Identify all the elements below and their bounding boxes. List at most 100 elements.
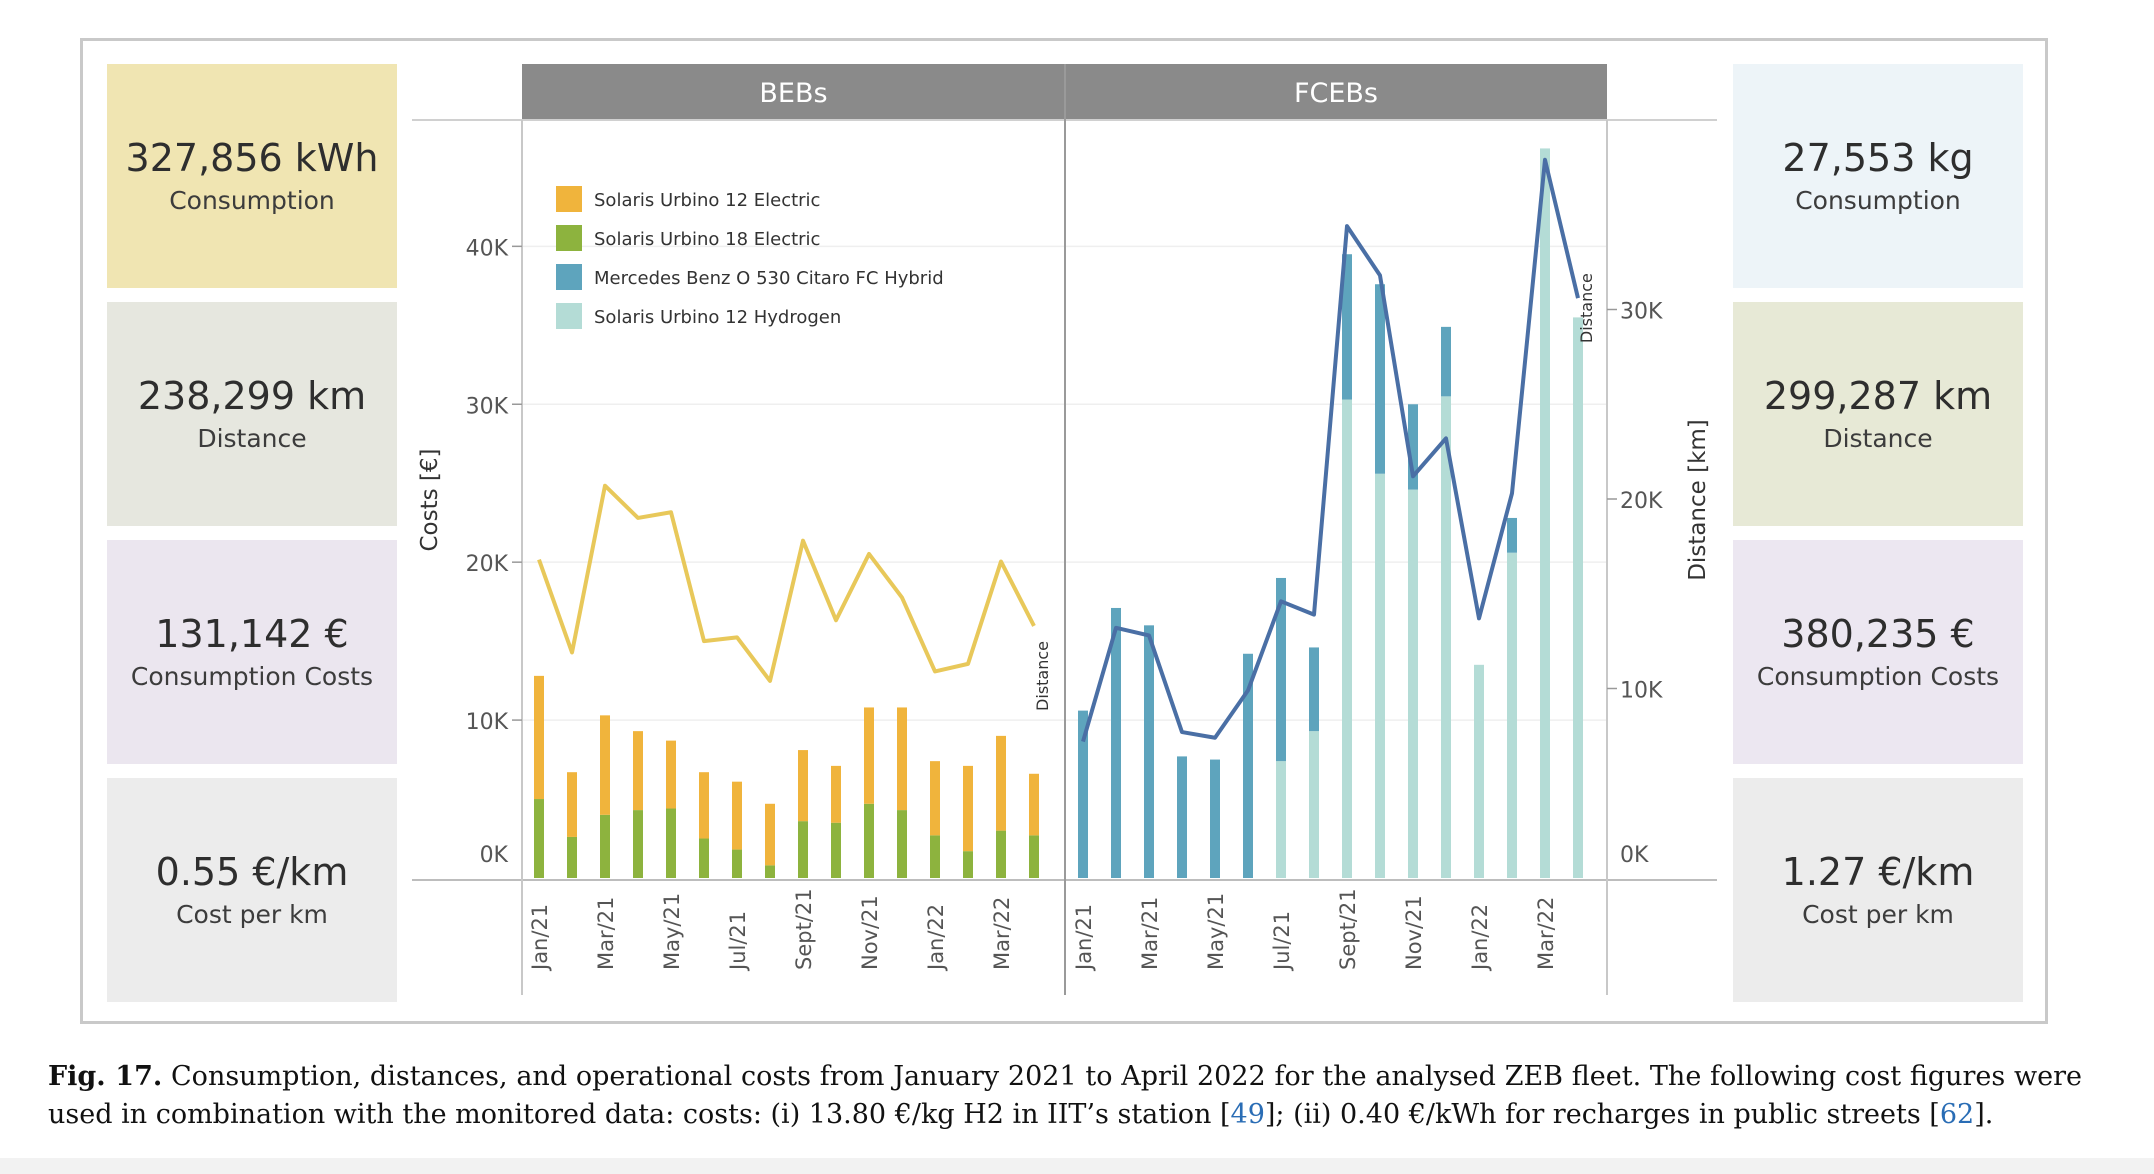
panel-header-bebs (522, 64, 1065, 119)
legend-label: Solaris Urbino 12 Electric (594, 190, 820, 211)
bar-solaris-urbino-18-electric (1029, 835, 1039, 878)
bar-solaris-urbino-12-electric (963, 765, 973, 852)
bar-solaris-urbino-12-electric (699, 772, 709, 839)
bar-solaris-urbino-18-electric (864, 803, 874, 878)
bar-solaris-urbino-12-hydrogen (1573, 317, 1583, 878)
left-kpi-card-cost-per-km: 0.55 €/km Cost per km (107, 778, 397, 1002)
bar-solaris-urbino-18-electric (666, 808, 676, 878)
bar-solaris-urbino-18-electric (633, 810, 643, 878)
kpi-label: Distance (197, 424, 307, 454)
left-kpi-card-consumption: 327,856 kWh Consumption (107, 64, 397, 288)
chart-svg: BEBs FCEBs 0K 10K 20K 30K 40K Costs [€] 0K 10K 20K… (412, 64, 1717, 995)
y-tick-label: 30K (466, 394, 509, 419)
bar-mercedes-benz-o-530-citaro-fc-hybrid (1078, 710, 1088, 878)
x-tick-label: Nov/21 (858, 895, 882, 970)
distance-line-fcebs (1081, 157, 1580, 743)
bar-solaris-urbino-12-electric (831, 765, 841, 823)
bar-mercedes-benz-o-530-citaro-fc-hybrid (1507, 517, 1517, 553)
caption-ref-62[interactable]: 62 (1939, 1099, 1975, 1130)
kpi-label: Distance (1823, 424, 1933, 454)
bar-solaris-urbino-12-electric (633, 731, 643, 811)
x-tick-label: Mar/22 (990, 897, 1014, 970)
kpi-value: 380,235 € (1781, 611, 1975, 656)
page-bottom-bar (0, 1158, 2154, 1174)
bar-solaris-urbino-12-electric (864, 707, 874, 804)
bar-solaris-urbino-18-electric (996, 830, 1006, 878)
legend-swatch (556, 186, 582, 212)
left-kpi-card-consumption-costs: 131,142 € Consumption Costs (107, 540, 397, 764)
x-tick-label: Nov/21 (1402, 895, 1426, 970)
bar-solaris-urbino-18-electric (963, 851, 973, 878)
right-kpi-card-consumption: 27,553 kg Consumption (1733, 64, 2023, 288)
caption-ref-49[interactable]: 49 (1230, 1099, 1265, 1130)
bar-solaris-urbino-12-hydrogen (1441, 396, 1451, 878)
y2-axis-label: Distance [km] (1685, 419, 1711, 581)
distance-line-bebs (537, 483, 1036, 683)
y-tick-label: 10K (466, 710, 509, 735)
bar-solaris-urbino-18-electric (600, 814, 610, 878)
caption-text-1: Consumption, distances, and operational … (48, 1061, 2083, 1130)
kpi-value: 1.27 €/km (1781, 849, 1975, 894)
bar-mercedes-benz-o-530-citaro-fc-hybrid (1441, 326, 1451, 397)
legend-label: Mercedes Benz O 530 Citaro FC Hybrid (594, 268, 944, 289)
legend-label: Solaris Urbino 18 Electric (594, 229, 820, 250)
bar-solaris-urbino-18-electric (699, 838, 709, 878)
bar-solaris-urbino-18-electric (567, 836, 577, 878)
kpi-value: 0.55 €/km (155, 849, 349, 894)
legend-swatch (556, 264, 582, 290)
bar-solaris-urbino-18-electric (831, 822, 841, 878)
legend-swatch (556, 303, 582, 329)
bar-solaris-urbino-18-electric (798, 821, 808, 878)
bar-solaris-urbino-12-hydrogen (1540, 148, 1550, 879)
y-axis-label: Costs [€] (417, 448, 443, 551)
kpi-label: Consumption (1795, 186, 1961, 216)
x-tick-label: Mar/21 (1138, 897, 1162, 970)
legend-label: Solaris Urbino 12 Hydrogen (594, 307, 841, 328)
x-tick-label: Sept/21 (1336, 888, 1360, 970)
caption-text-3: ]. (1974, 1099, 1994, 1130)
bar-solaris-urbino-12-hydrogen (1342, 399, 1352, 878)
bar-solaris-urbino-12-electric (567, 772, 577, 837)
kpi-label: Consumption Costs (130, 662, 374, 692)
x-tick-label: Jul/21 (1270, 911, 1294, 972)
kpi-value: 299,287 km (1763, 373, 1993, 418)
bar-solaris-urbino-18-electric (930, 835, 940, 878)
x-tick-label: May/21 (660, 893, 684, 970)
kpi-value: 131,142 € (155, 611, 349, 656)
right-kpi-card-consumption-costs: 380,235 € Consumption Costs (1733, 540, 2023, 764)
bar-solaris-urbino-12-electric (600, 715, 610, 815)
x-tick-label: Sept/21 (792, 888, 816, 970)
y-tick-label: 0K (480, 843, 509, 868)
x-tick-label: May/21 (1204, 893, 1228, 970)
bar-solaris-urbino-12-electric (765, 803, 775, 866)
panel-title-bebs: BEBs (759, 78, 827, 109)
bar-solaris-urbino-12-hydrogen (1507, 552, 1517, 878)
bar-solaris-urbino-12-electric (732, 781, 742, 850)
bar-mercedes-benz-o-530-citaro-fc-hybrid (1177, 756, 1187, 878)
bar-solaris-urbino-12-hydrogen (1474, 664, 1484, 878)
caption-text-2: ]; (ii) 0.40 €/kWh for recharges in publ… (1264, 1099, 1940, 1130)
kpi-value: 238,299 km (137, 373, 367, 418)
bar-solaris-urbino-12-electric (798, 750, 808, 822)
bar-mercedes-benz-o-530-citaro-fc-hybrid (1111, 607, 1121, 878)
x-tick-label: Jan/22 (1468, 904, 1492, 972)
bar-solaris-urbino-12-electric (666, 740, 676, 809)
bar-mercedes-benz-o-530-citaro-fc-hybrid (1210, 759, 1220, 878)
x-tick-label: Mar/22 (1534, 897, 1558, 970)
caption-label: Fig. 17. (48, 1061, 163, 1092)
y-tick-label: 20K (466, 552, 509, 577)
kpi-label: Cost per km (176, 900, 328, 930)
kpi-value: 27,553 kg (1782, 135, 1974, 180)
figure-caption: Fig. 17. Consumption, distances, and ope… (48, 1058, 2082, 1134)
bar-solaris-urbino-12-electric (534, 675, 544, 800)
kpi-value: 327,856 kWh (125, 135, 379, 180)
y2-tick-label: 20K (1620, 489, 1663, 514)
bar-mercedes-benz-o-530-citaro-fc-hybrid (1375, 284, 1385, 474)
bar-solaris-urbino-12-electric (930, 761, 940, 836)
kpi-label: Consumption Costs (1756, 662, 2000, 692)
kpi-label: Consumption (169, 186, 335, 216)
left-kpi-card-distance: 238,299 km Distance (107, 302, 397, 526)
distance-line-label: Distance (1033, 641, 1052, 711)
distance-line-label: Distance (1577, 273, 1596, 343)
x-tick-label: Jan/22 (924, 904, 948, 972)
